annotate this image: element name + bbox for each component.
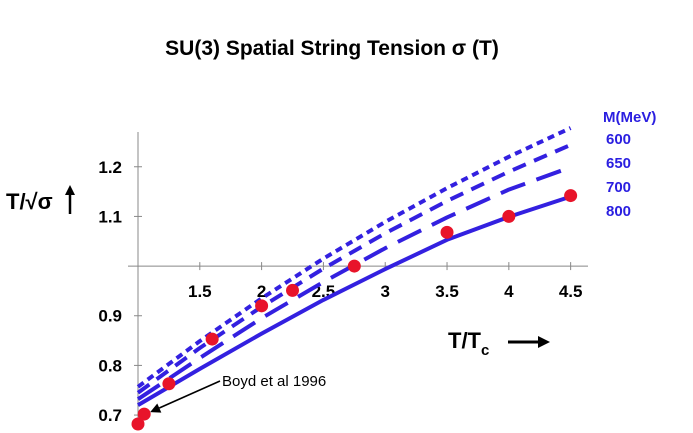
- x-tick-label: 4: [504, 282, 514, 301]
- legend-item-800: 800: [606, 203, 631, 220]
- data-point: [255, 299, 269, 313]
- data-point: [131, 417, 145, 431]
- curve-m700: [136, 165, 572, 401]
- data-point: [502, 209, 516, 223]
- x-tick-label: 3: [380, 282, 389, 301]
- data-point: [440, 225, 454, 239]
- y-tick-label: 0.8: [98, 356, 122, 375]
- y-tick-label: 1.2: [98, 158, 122, 177]
- axis-ticks: 1.5 2 2.5 3 3.5 4 4.50.70.80.91.11.2: [98, 158, 582, 425]
- data-point: [347, 259, 361, 273]
- annotation-text: Boyd et al 1996: [222, 373, 326, 390]
- annotation-arrow: [158, 380, 221, 409]
- x-axis-label-main: T/T: [448, 328, 482, 353]
- x-tick-label: 1.5: [188, 282, 212, 301]
- legend-title: M(MeV): [603, 109, 656, 126]
- data-point: [137, 407, 151, 421]
- legend-item-700: 700: [606, 179, 631, 196]
- data-point: [205, 332, 219, 346]
- x-axis-label-subscript: c: [481, 342, 489, 359]
- x-tick-label: 2: [257, 282, 266, 301]
- curve-m800: [136, 194, 572, 407]
- y-tick-label: 1.1: [98, 207, 122, 226]
- curve-m650: [136, 143, 572, 395]
- y-tick-label: 0.7: [98, 406, 122, 425]
- x-tick-label: 4.5: [559, 282, 583, 301]
- chart-title: SU(3) Spatial String Tension σ (T): [165, 37, 499, 60]
- annotation-arrow-head: [150, 403, 162, 413]
- lattice-data-points: [131, 189, 578, 431]
- x-axis-label: T/Tc: [448, 328, 489, 359]
- data-point: [564, 189, 578, 203]
- x-tick-label: 3.5: [435, 282, 459, 301]
- legend-item-600: 600: [606, 131, 631, 148]
- x-arrow-head: [538, 336, 550, 348]
- y-tick-label: 0.9: [98, 307, 122, 326]
- y-arrow-head: [65, 185, 75, 195]
- legend-item-650: 650: [606, 155, 631, 172]
- x-axis-label-group: T/Tc: [448, 328, 550, 359]
- data-point: [162, 377, 176, 391]
- y-axis-label: T/√σ: [6, 189, 53, 214]
- annotation: Boyd et al 1996: [150, 373, 326, 413]
- legend: M(MeV) 600 650 700 800: [603, 109, 656, 220]
- y-axis-label-group: T/√σ: [6, 185, 75, 214]
- data-point: [286, 283, 300, 297]
